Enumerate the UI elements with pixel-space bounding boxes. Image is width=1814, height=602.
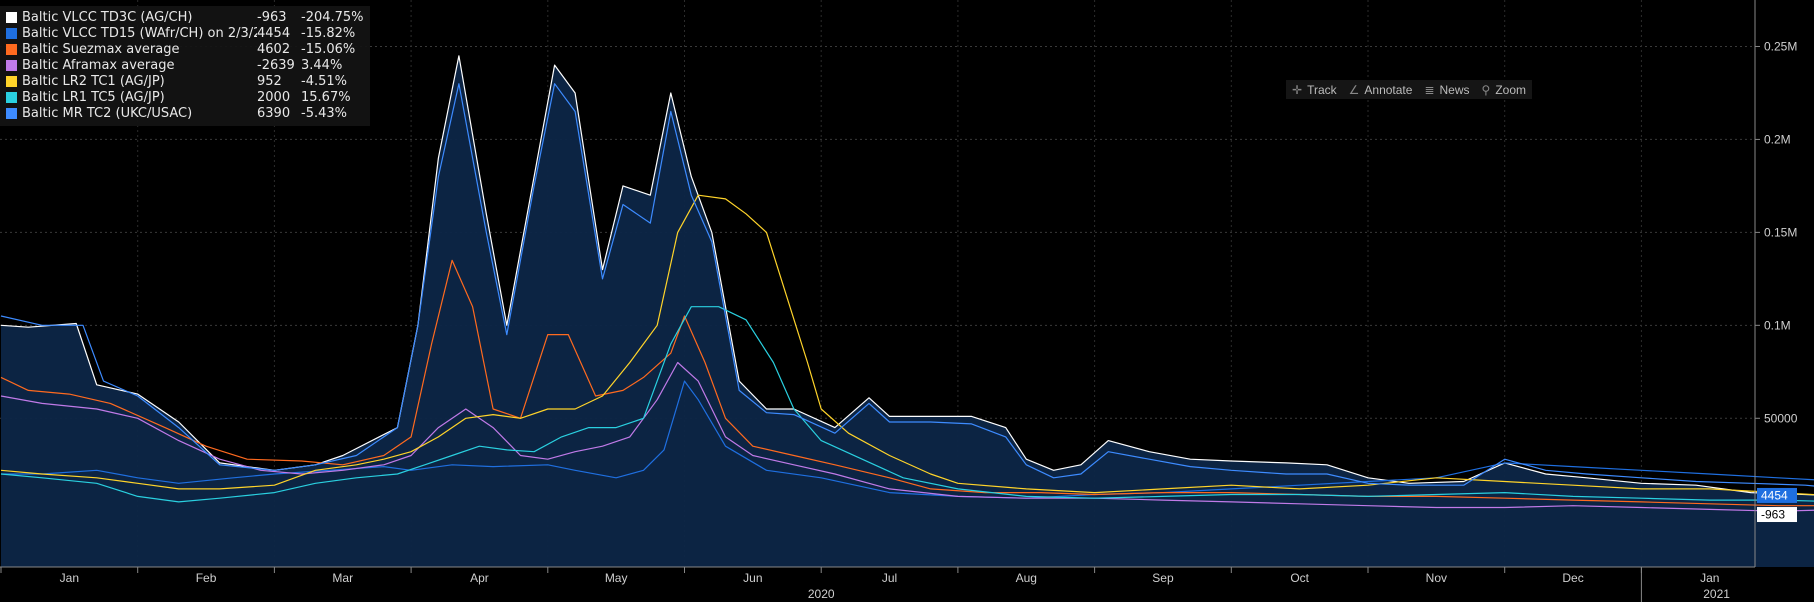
legend-change: -204.75% (301, 9, 364, 25)
legend-last-value: -963 (257, 9, 287, 25)
x-tick-label: Sep (1152, 571, 1174, 585)
legend-entry[interactable]: Baltic VLCC TD15 (WAfr/CH) on 2/3/21 445… (6, 25, 370, 41)
last-value-tags: 4454 -963 (1757, 487, 1797, 523)
series-line (0, 83, 1814, 487)
pencil-icon: ∠ (1348, 82, 1360, 97)
last-value-label: 4454 (1761, 488, 1788, 502)
x-tick-label: Feb (196, 571, 217, 585)
zoom-button[interactable]: ⚲ Zoom (1476, 80, 1532, 99)
legend-change: -15.82% (301, 25, 356, 41)
x-tick-label: Jul (882, 571, 897, 585)
x-tick-label: May (605, 571, 628, 585)
zoom-label: Zoom (1495, 82, 1526, 97)
y-tick-label: 0.15M (1764, 225, 1797, 239)
x-tick-label: Nov (1426, 571, 1447, 585)
annotate-button[interactable]: ∠ Annotate (1343, 80, 1419, 99)
x-tick-label: Oct (1290, 571, 1309, 585)
news-label: News (1439, 82, 1470, 97)
legend-entry[interactable]: Baltic MR TC2 (UKC/USAC) 6390 -5.43% (6, 105, 370, 121)
legend: Baltic VLCC TD3C (AG/CH) -963 -204.75% B… (0, 6, 370, 126)
legend-label: Baltic VLCC TD15 (WAfr/CH) on 2/3/21 (22, 25, 257, 41)
last-value-label: -963 (1761, 508, 1785, 522)
series-area-fill (1, 55, 1814, 567)
x-tick-label: Jun (743, 571, 762, 585)
magnifier-icon: ⚲ (1481, 82, 1491, 97)
legend-change: -5.43% (301, 105, 347, 121)
news-icon: ≣ (1424, 82, 1435, 97)
series-line (0, 194, 1814, 496)
legend-change: -15.06% (301, 41, 356, 57)
last-value-tag (1757, 507, 1797, 523)
y-tick-label: 0.1M (1764, 318, 1791, 332)
legend-label: Baltic Aframax average (22, 57, 175, 73)
series-line (0, 306, 1814, 503)
x-tick-label: Jan (1700, 571, 1719, 585)
series-lines (0, 55, 1814, 512)
y-tick-label: 50000 (1764, 411, 1798, 425)
legend-last-value: 952 (257, 73, 282, 89)
legend-entry[interactable]: Baltic VLCC TD3C (AG/CH) -963 -204.75% (6, 9, 370, 25)
series-line (0, 259, 1814, 507)
last-value-tag (1757, 487, 1797, 503)
legend-swatch (6, 59, 17, 71)
x-tick-label: Dec (1562, 571, 1583, 585)
track-label: Track (1307, 82, 1337, 97)
legend-last-value: 6390 (257, 105, 291, 121)
legend-entry[interactable]: Baltic LR1 TC5 (AG/JP) 2000 15.67% (6, 89, 370, 105)
legend-swatch (6, 91, 17, 103)
legend-entry[interactable]: Baltic Aframax average -2639 3.44% (6, 57, 370, 73)
year-label: 2020 (808, 587, 835, 601)
legend-last-value: 2000 (257, 89, 291, 105)
legend-swatch (6, 107, 17, 119)
y-tick-label: 0.25M (1764, 39, 1797, 53)
x-tick-label: Aug (1016, 571, 1037, 585)
legend-swatch (6, 75, 17, 87)
area-fill (1, 55, 1814, 567)
x-tick-label: Jan (60, 571, 79, 585)
y-tick-label: 0.2M (1764, 132, 1791, 146)
legend-last-value: -2639 (257, 57, 295, 73)
annotate-label: Annotate (1364, 82, 1413, 97)
legend-entry[interactable]: Baltic LR2 TC1 (AG/JP) 952 -4.51% (6, 73, 370, 89)
news-button[interactable]: ≣ News (1418, 80, 1475, 99)
legend-swatch (6, 43, 17, 55)
legend-last-value: 4602 (257, 41, 291, 57)
legend-change: -4.51% (301, 73, 347, 89)
legend-label: Baltic LR1 TC5 (AG/JP) (22, 89, 165, 105)
legend-last-value: 4454 (257, 25, 291, 41)
legend-change: 3.44% (301, 57, 343, 73)
legend-swatch (6, 27, 17, 39)
legend-label: Baltic LR2 TC1 (AG/JP) (22, 73, 165, 89)
legend-swatch (6, 11, 17, 23)
x-tick-label: Apr (470, 571, 489, 585)
legend-label: Baltic MR TC2 (UKC/USAC) (22, 105, 193, 121)
legend-label: Baltic Suezmax average (22, 41, 180, 57)
series-line (0, 361, 1814, 512)
year-label: 2021 (1703, 587, 1730, 601)
legend-change: 15.67% (301, 89, 351, 105)
chart-toolbar: ✛ Track ∠ Annotate ≣ News ⚲ Zoom (1286, 80, 1532, 99)
crosshair-icon: ✛ (1292, 82, 1303, 97)
track-button[interactable]: ✛ Track (1286, 80, 1343, 99)
legend-label: Baltic VLCC TD3C (AG/CH) (22, 9, 193, 25)
x-tick-label: Mar (332, 571, 353, 585)
legend-entry[interactable]: Baltic Suezmax average 4602 -15.06% (6, 41, 370, 57)
